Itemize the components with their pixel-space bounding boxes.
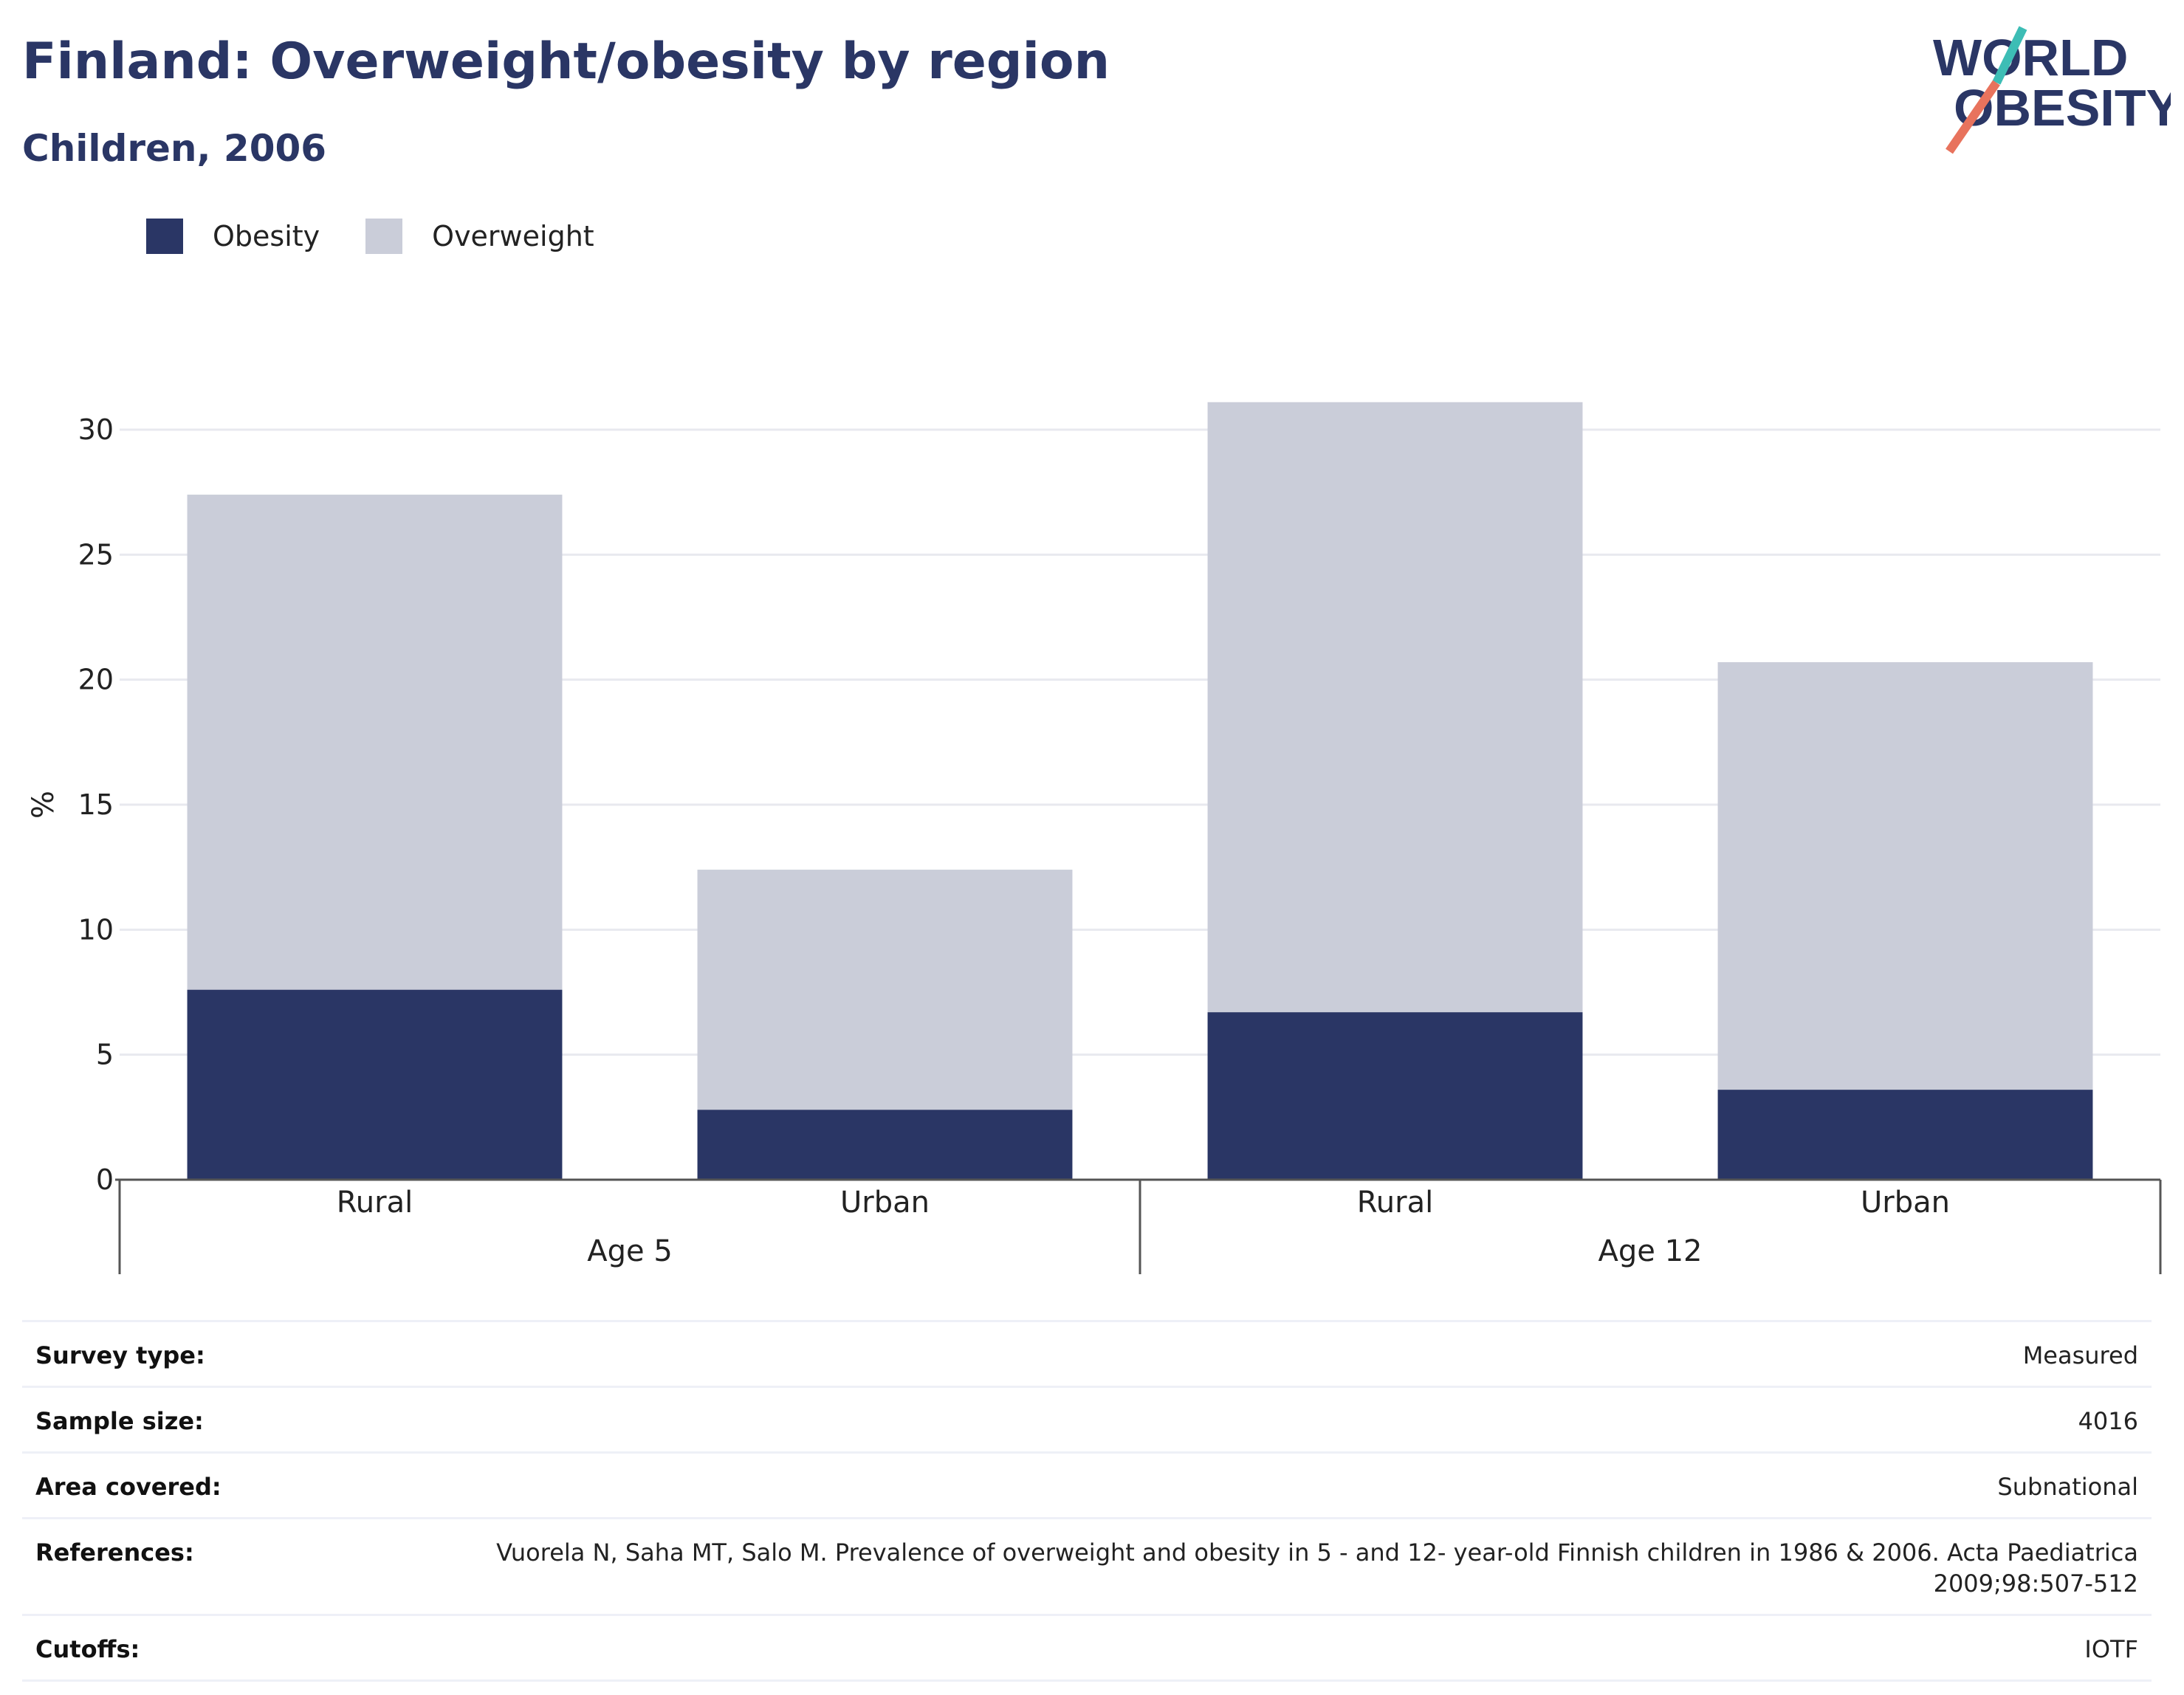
info-row-area-covered: Area covered: Subnational	[22, 1451, 2152, 1517]
bar-obesity-3	[1207, 1012, 1583, 1180]
bar-obesity-1	[187, 989, 563, 1180]
chart-subtitle: Children, 2006	[22, 127, 327, 170]
info-label: References:	[35, 1538, 194, 1567]
bar-obesity-2	[697, 1110, 1073, 1180]
legend-item-obesity[interactable]: Obesity	[146, 219, 320, 254]
info-label: Survey type:	[35, 1341, 205, 1369]
x-tick-label: Rural	[1357, 1186, 1433, 1220]
bar-overweight-3	[1207, 402, 1583, 1013]
bar-overweight-2	[697, 870, 1073, 1110]
group-label: Age 5	[587, 1234, 673, 1268]
info-label: Area covered:	[35, 1473, 222, 1501]
info-row-cutoffs: Cutoffs: IOTF	[22, 1614, 2152, 1682]
survey-info-table: Survey type: Measured Sample size: 4016 …	[22, 1320, 2152, 1682]
logo-line2: OBESITY	[1954, 79, 2171, 137]
logo-slash-coral	[1946, 80, 2000, 154]
legend-swatch-obesity	[146, 219, 183, 254]
x-tick-label: Urban	[840, 1186, 930, 1220]
y-tick-label: 15	[78, 788, 114, 821]
legend-swatch-overweight	[365, 219, 403, 254]
group-label: Age 12	[1598, 1234, 1703, 1268]
info-row-sample-size: Sample size: 4016	[22, 1386, 2152, 1451]
logo-line1: WORLD	[1933, 29, 2128, 86]
legend-item-overweight[interactable]: Overweight	[365, 219, 594, 254]
bar-overweight-1	[187, 495, 563, 990]
y-tick-label: 10	[78, 913, 114, 946]
bar-obesity-4	[1717, 1090, 2093, 1180]
x-tick-label: Rural	[337, 1186, 413, 1220]
y-tick-label: 5	[96, 1039, 114, 1071]
info-row-references: References: Vuorela N, Saha MT, Salo M. …	[22, 1517, 2152, 1614]
y-axis-label: %	[27, 791, 61, 819]
chart-title: Finland: Overweight/obesity by region	[22, 32, 1110, 91]
legend-label-overweight: Overweight	[432, 220, 594, 252]
stacked-bar-chart: 0 5 10 15 20 25 30% Rural Urban Rural Urban Age 5 Ag…	[27, 402, 2162, 1274]
info-value: IOTF	[2084, 1635, 2138, 1663]
y-tick-label: 30	[78, 413, 114, 446]
info-value: Subnational	[1997, 1473, 2138, 1501]
info-value: 4016	[2078, 1407, 2138, 1435]
x-tick-label: Urban	[1861, 1186, 1950, 1220]
info-label: Sample size:	[35, 1407, 204, 1435]
bar-overweight-4	[1717, 661, 2093, 1090]
y-tick-label: 0	[96, 1163, 114, 1196]
info-row-survey-type: Survey type: Measured	[22, 1320, 2152, 1386]
y-tick-label: 25	[78, 538, 114, 571]
world-obesity-logo: WORLD OBESITY	[1933, 26, 2171, 154]
legend-label-obesity: Obesity	[213, 220, 320, 252]
info-value: Measured	[2022, 1341, 2138, 1369]
logo-slash-teal	[1992, 26, 2027, 85]
info-value: Vuorela N, Saha MT, Salo M. Prevalence o…	[496, 1538, 2138, 1598]
chart-legend: Obesity Overweight	[146, 219, 640, 254]
y-tick-label: 20	[78, 664, 114, 696]
info-label: Cutoffs:	[35, 1635, 140, 1663]
